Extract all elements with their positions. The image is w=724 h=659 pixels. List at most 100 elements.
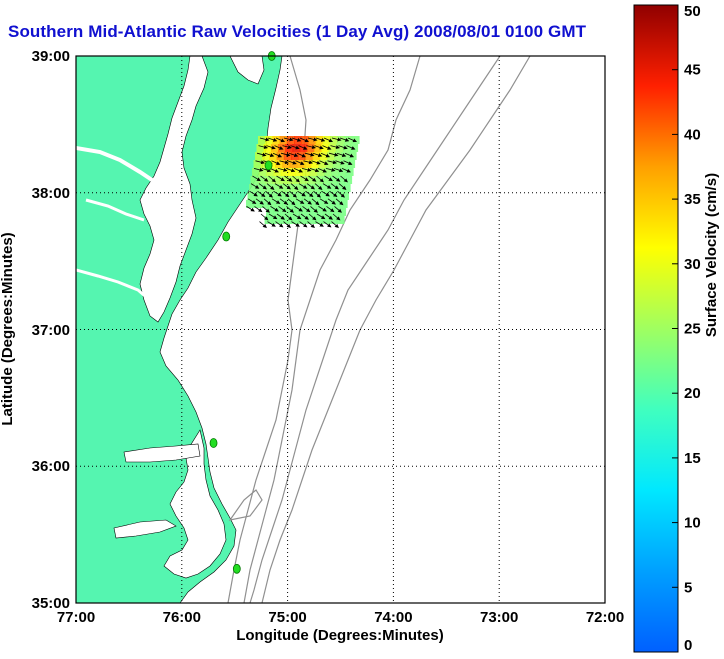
velocity-cell <box>335 184 344 192</box>
velocity-vector <box>328 152 339 157</box>
velocity-cell <box>246 200 254 208</box>
velocity-cell <box>315 176 324 184</box>
velocity-vector <box>339 137 350 142</box>
y-tick-label: 39:00 <box>32 48 70 65</box>
velocity-cell <box>264 216 273 224</box>
velocity-cell <box>311 160 320 168</box>
velocity-cell <box>338 168 347 176</box>
velocity-vector <box>262 206 270 213</box>
velocity-vector <box>258 183 267 190</box>
velocity-vector <box>336 152 347 157</box>
potomac-river <box>76 146 154 182</box>
velocity-vector <box>265 190 273 198</box>
velocity-cell <box>263 144 272 152</box>
velocity-vector <box>301 167 312 172</box>
velocity-vector <box>331 221 339 228</box>
velocity-vector <box>320 152 330 158</box>
colorbar-tick-label: 5 <box>684 579 692 596</box>
y-axis: 39:00 38:00 37:00 36:00 35:00 Latitude (… <box>0 48 70 612</box>
velocity-cell <box>264 176 273 184</box>
colorbar-tick-label: 45 <box>684 62 701 79</box>
velocity-vector <box>313 190 321 198</box>
velocity-vector <box>274 145 284 150</box>
velocity-cell <box>333 192 342 200</box>
x-tick-label: 75:00 <box>268 609 306 626</box>
velocity-cell <box>328 184 337 192</box>
velocity-vector <box>337 190 345 198</box>
velocity-cell <box>270 184 279 192</box>
velocity-cell <box>296 200 305 208</box>
velocity-cell <box>314 144 323 152</box>
velocity-vector <box>315 221 324 227</box>
velocity-vector <box>332 175 341 182</box>
velocity-vector <box>288 152 299 157</box>
colorbar: 0 5 10 15 20 25 30 35 40 45 50 Surface Velocity (c… <box>633 3 720 654</box>
velocity-cell <box>325 200 334 208</box>
velocity-cell <box>319 192 328 200</box>
velocity-vector <box>284 175 293 182</box>
velocity-cell <box>267 200 276 208</box>
velocity-vector <box>289 190 297 198</box>
velocity-cell <box>309 208 318 216</box>
velocity-cell <box>321 144 330 152</box>
grid-lines <box>76 56 605 603</box>
velocity-vector <box>279 160 289 165</box>
velocity-cell <box>257 176 266 184</box>
velocity-cell <box>322 216 331 224</box>
velocity-vector <box>300 175 309 182</box>
x-tick-label: 72:00 <box>586 609 624 626</box>
velocity-cell <box>331 168 340 176</box>
velocity-cell <box>279 216 287 224</box>
james-river <box>76 268 153 304</box>
velocity-vector <box>311 198 320 206</box>
velocity-cell <box>259 168 268 176</box>
velocity-vector <box>293 168 303 173</box>
velocity-cell <box>303 160 312 168</box>
velocity-vector <box>322 145 332 150</box>
y-tick-label: 38:00 <box>32 185 70 202</box>
velocity-cell <box>336 216 345 224</box>
velocity-cell <box>293 216 302 224</box>
velocity-cell <box>339 200 348 208</box>
velocity-vector <box>325 167 336 172</box>
velocity-vector <box>291 137 302 142</box>
velocity-vector <box>287 198 296 206</box>
velocity-vector <box>306 183 315 190</box>
velocity-vector <box>283 221 291 228</box>
velocity-cell <box>344 176 353 184</box>
velocity-cell <box>313 184 322 192</box>
velocity-cell <box>256 144 265 152</box>
velocity-vector <box>287 160 297 165</box>
velocity-vector <box>344 152 354 158</box>
x-tick-label: 74:00 <box>374 609 412 626</box>
velocity-vector <box>291 221 300 227</box>
velocity-cell <box>256 184 265 192</box>
velocity-vector <box>334 206 342 213</box>
velocity-cell <box>322 136 331 144</box>
velocity-cell <box>254 192 263 200</box>
velocity-cell <box>261 192 270 200</box>
velocity-cell <box>306 144 315 152</box>
velocity-vector <box>271 160 281 165</box>
velocity-vector <box>273 190 282 197</box>
velocity-cell <box>263 184 272 192</box>
velocity-vector <box>290 145 300 150</box>
velocity-vector <box>266 183 275 190</box>
velocity-cell <box>274 200 283 208</box>
velocity-cell <box>309 168 318 176</box>
velocity-cell <box>266 208 275 216</box>
velocity-cell <box>348 152 357 160</box>
velocity-cell <box>341 192 350 200</box>
velocity-vector <box>261 168 272 173</box>
velocity-vector <box>306 145 316 149</box>
velocity-vector <box>286 206 294 213</box>
velocity-cell <box>285 144 294 152</box>
velocity-vector <box>268 213 278 220</box>
velocity-cell <box>269 192 278 200</box>
velocity-vector <box>276 175 285 182</box>
velocity-cell <box>253 200 262 208</box>
station-marker <box>222 231 231 242</box>
velocity-vector <box>255 198 264 205</box>
velocity-vector <box>307 221 315 228</box>
